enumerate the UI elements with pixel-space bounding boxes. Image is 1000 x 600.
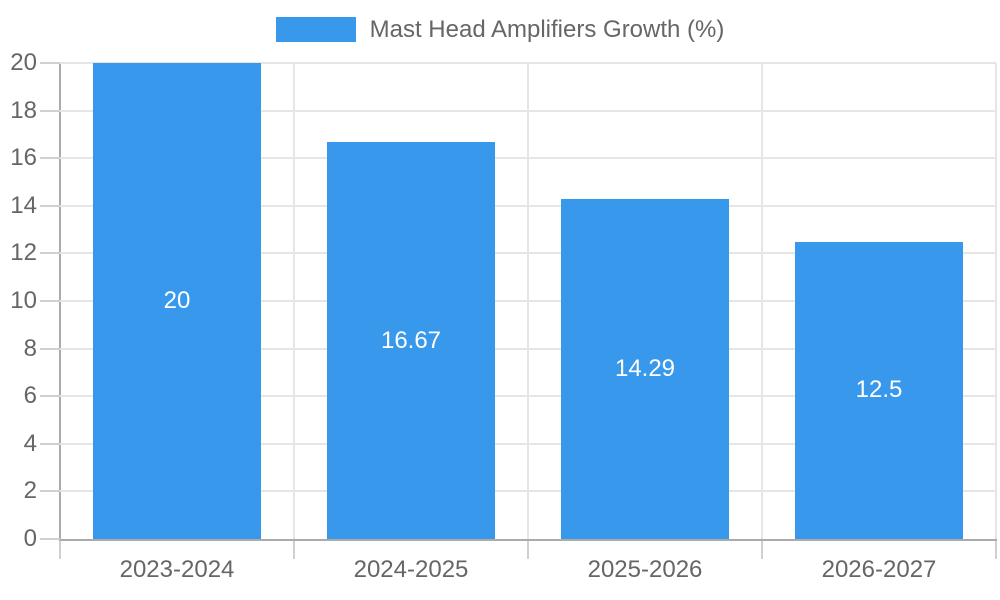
bar-value-label: 20 <box>163 287 191 314</box>
y-tick-mark <box>40 62 60 64</box>
y-tick-label: 16 <box>10 144 37 172</box>
bar-2024-2025[interactable]: 16.67 <box>327 142 495 539</box>
y-tick-label: 0 <box>23 525 37 552</box>
y-tick-label: 4 <box>23 429 37 457</box>
x-tick-label: 2026-2027 <box>821 556 937 583</box>
x-tick-label: 2025-2026 <box>587 556 703 583</box>
y-tick-mark <box>40 490 60 493</box>
y-tick-mark <box>40 204 60 207</box>
x-axis-line <box>59 539 997 541</box>
y-tick-mark <box>40 538 60 540</box>
x-tick-mark <box>761 541 763 559</box>
y-tick-label: 14 <box>10 191 37 219</box>
x-tick-mark <box>59 541 61 559</box>
y-tick-label: 18 <box>10 96 37 124</box>
legend-swatch <box>275 17 356 42</box>
legend-item[interactable]: Mast Head Amplifiers Growth (%) <box>0 17 1000 42</box>
y-tick-label: 2 <box>23 477 37 505</box>
y-tick-label: 6 <box>23 382 37 410</box>
y-tick-mark <box>40 442 60 445</box>
y-axis-line <box>59 63 61 541</box>
x-tick-label: 2024-2025 <box>353 556 469 583</box>
x-tick-mark <box>527 541 529 559</box>
bar-2025-2026[interactable]: 14.29 <box>561 198 729 539</box>
y-tick-label: 20 <box>10 49 37 76</box>
y-tick-mark <box>40 395 60 398</box>
bar-value-label: 16.67 <box>380 326 442 354</box>
y-tick-label: 8 <box>23 334 37 362</box>
y-tick-label: 10 <box>10 287 37 314</box>
y-tick-mark <box>40 300 60 302</box>
x-tick-mark <box>995 541 997 559</box>
bar-2023-2024[interactable]: 20 <box>93 63 261 539</box>
x-gridline <box>527 63 529 539</box>
x-gridline <box>995 63 997 539</box>
y-tick-mark <box>40 347 60 350</box>
bar-value-label: 14.29 <box>614 354 676 382</box>
x-tick-mark <box>293 541 295 559</box>
x-tick-label: 2023-2024 <box>119 556 235 583</box>
x-gridline <box>293 63 295 539</box>
y-tick-mark <box>40 109 60 112</box>
y-tick-mark <box>40 157 60 160</box>
x-gridline <box>761 63 763 539</box>
y-tick-label: 12 <box>10 239 37 267</box>
legend-label: Mast Head Amplifiers Growth (%) <box>369 16 725 43</box>
y-tick-mark <box>40 252 60 255</box>
bar-2026-2027[interactable]: 12.5 <box>795 241 963 539</box>
bar-value-label: 12.5 <box>855 376 903 404</box>
